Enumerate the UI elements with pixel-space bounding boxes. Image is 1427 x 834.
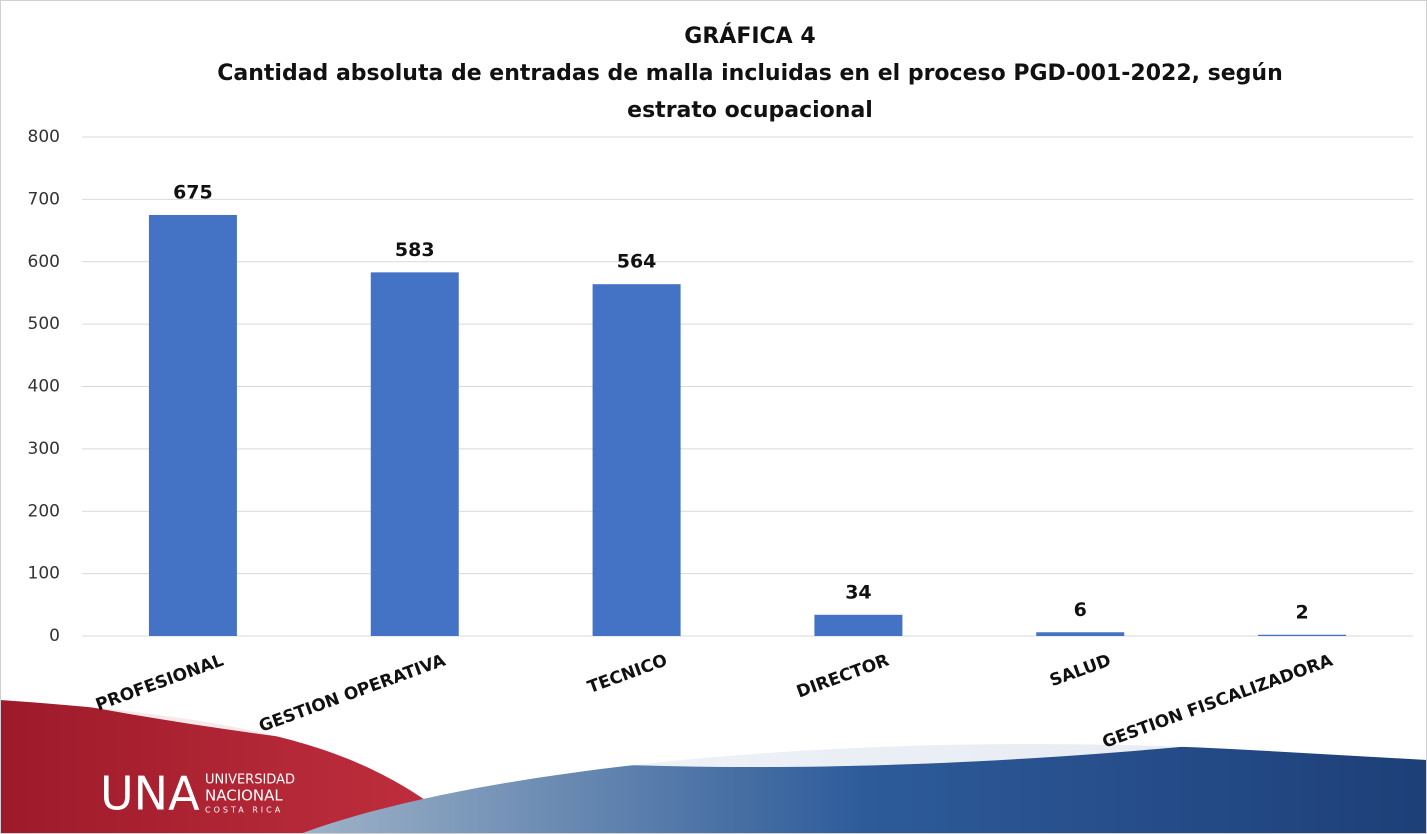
decor-red: [0, 700, 470, 834]
y-tick-label: 600: [28, 252, 60, 272]
logo-initials: UNA: [100, 767, 200, 821]
logo-line: COSTA RICA: [205, 806, 283, 815]
chart-subtitle: Cantidad absoluta de entradas de malla i…: [217, 61, 1283, 123]
bar: [814, 614, 903, 636]
x-tick-label: SALUD: [1047, 651, 1114, 692]
y-tick-label: 800: [28, 127, 60, 147]
x-tick-label: DIRECTOR: [794, 651, 892, 703]
y-tick-label: 400: [28, 377, 60, 397]
value-label: 675: [173, 181, 213, 203]
y-tick-label: 300: [28, 439, 60, 459]
value-label: 583: [395, 239, 435, 261]
bar: [370, 272, 459, 636]
chart-title: GRÁFICA 4: [684, 24, 816, 49]
y-tick-label: 0: [49, 626, 60, 646]
bar: [1258, 634, 1347, 636]
logo-line: UNIVERSIDAD: [205, 773, 295, 788]
y-tick-label: 700: [28, 189, 60, 209]
bar: [592, 284, 681, 636]
value-label: 34: [845, 581, 871, 603]
value-label: 6: [1074, 599, 1087, 621]
value-label: 2: [1295, 601, 1308, 623]
x-tick-label: TECNICO: [585, 651, 670, 698]
y-tick-label: 200: [28, 501, 60, 521]
logo-line: NACIONAL: [205, 787, 283, 805]
y-tick-label: 500: [28, 314, 60, 334]
titles: GRÁFICA 4 Cantidad absoluta de entradas …: [170, 18, 1330, 129]
x-tick-label: GESTION OPERATIVA: [256, 650, 449, 736]
bar: [148, 214, 237, 636]
logo: UNA UNIVERSIDAD NACIONAL COSTA RICA: [100, 767, 295, 821]
decor-white: [0, 680, 1427, 768]
bar: [1036, 632, 1125, 636]
value-label: 564: [617, 251, 657, 273]
decor-blue: [300, 743, 1427, 834]
y-tick-label: 100: [28, 564, 60, 584]
